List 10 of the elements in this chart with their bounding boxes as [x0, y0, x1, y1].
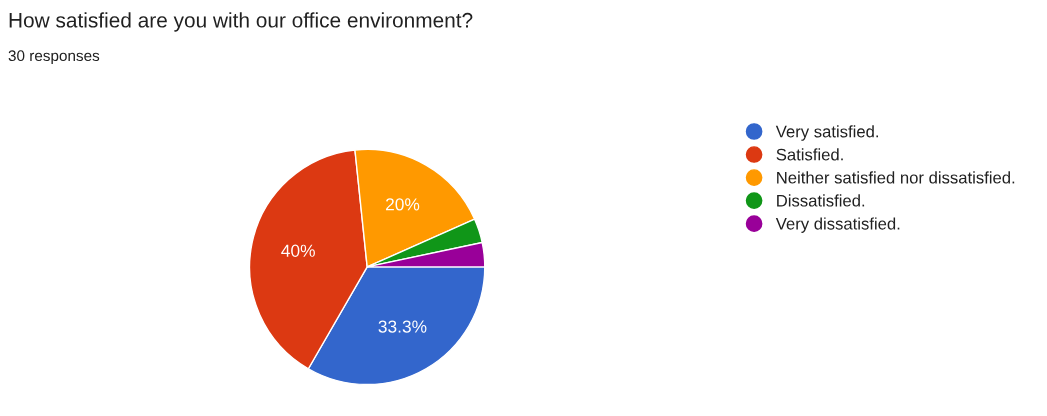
legend-label: Dissatisfied. — [777, 194, 865, 207]
data-label: 40% — [281, 244, 315, 257]
chart-title: How satisfied are you with our office environment? — [9, 12, 473, 32]
data-label: 20% — [385, 198, 420, 211]
data-label: 33.3% — [378, 320, 427, 333]
legend-label: Very satisfied. — [775, 125, 878, 141]
legend-label: Satisfied. — [776, 148, 843, 161]
legend-label: Neither satisfied nor dissatisfied. — [777, 171, 1015, 184]
text: 30 responses — [8, 50, 100, 65]
legend-label: Very dissatisfied. — [775, 217, 900, 233]
